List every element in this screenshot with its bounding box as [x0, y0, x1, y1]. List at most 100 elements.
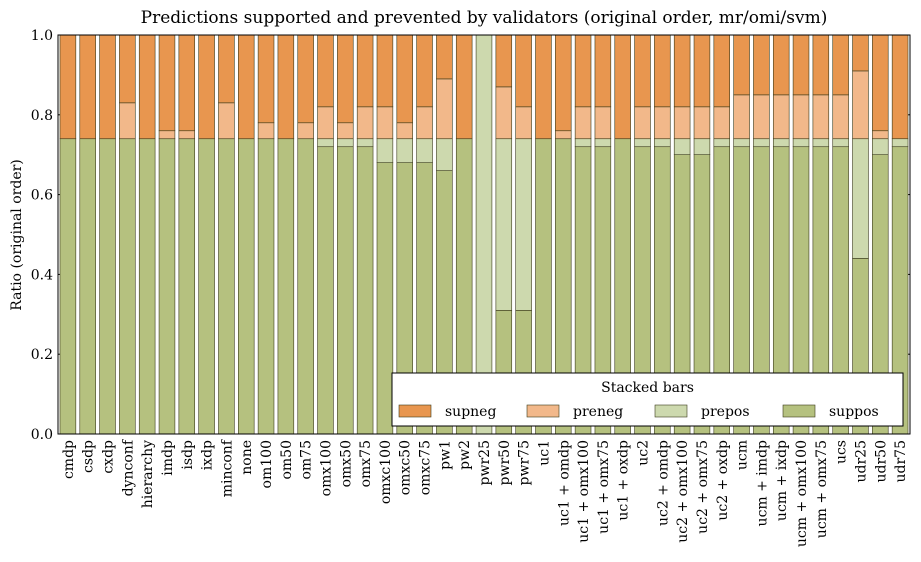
bar-segment [455, 34, 473, 140]
bar-segment [515, 138, 532, 311]
bar-segment [356, 106, 374, 140]
bar-segment [337, 146, 354, 435]
bar-segment [792, 34, 810, 96]
x-tick-label: pw1 [437, 440, 453, 470]
bar-segment [277, 34, 295, 140]
bar-segment [356, 138, 374, 148]
bar-segment [178, 130, 196, 140]
bar-segment [79, 34, 96, 140]
legend-swatch [398, 404, 432, 418]
bar-segment [812, 94, 830, 140]
bar-segment [436, 78, 453, 140]
x-tick-label: ucm + ixdp [774, 440, 790, 521]
bar-segment [574, 34, 592, 108]
bar-segment [772, 34, 790, 96]
legend-box [391, 372, 904, 427]
bar-segment [99, 34, 116, 140]
bar-segment [297, 34, 314, 124]
bar-segment [713, 106, 730, 140]
bar-segment [218, 34, 235, 104]
x-tick-label: om75 [299, 440, 315, 480]
x-tick-label: uc2 + oxdp [715, 440, 731, 521]
bar-segment [317, 138, 334, 148]
bar-segment [654, 138, 671, 148]
bar-segment [852, 138, 869, 259]
x-tick-label: om50 [279, 440, 295, 480]
bar-segment [555, 130, 572, 140]
x-tick-label: ucm + omx75 [814, 440, 830, 538]
legend-swatch [782, 404, 816, 418]
bar-segment [238, 34, 255, 140]
bar-segment [812, 138, 830, 148]
bar-segment [436, 34, 453, 80]
bar-segment [693, 138, 711, 156]
x-tick-label: ucm + omx100 [794, 440, 810, 547]
bar-segment [574, 106, 592, 140]
bar-segment [713, 138, 730, 148]
bar-segment [594, 138, 612, 148]
bar-segment [772, 94, 790, 140]
bar-segment [753, 138, 770, 148]
bar-segment [733, 34, 750, 96]
bar-segment [832, 138, 849, 148]
bar-segment [634, 138, 651, 148]
bar-segment [178, 138, 196, 435]
bar-segment [872, 138, 889, 156]
x-tick-label: uc1 + omx100 [576, 440, 592, 543]
bar-segment [515, 34, 532, 108]
bar-segment [891, 34, 909, 140]
y-tick-label: 0.8 [31, 108, 53, 124]
bar-segment [218, 102, 235, 140]
bar-segment [772, 138, 790, 148]
x-tick-label: uc2 + omx100 [675, 440, 691, 543]
legend-label: prepos [701, 404, 750, 420]
bar-segment [376, 162, 394, 435]
x-tick-label: pw2 [457, 440, 473, 470]
x-tick-label: ucm + imdp [754, 440, 770, 526]
bar-segment [654, 106, 671, 140]
legend-swatch [654, 404, 688, 418]
x-tick-label: uc1 [536, 440, 552, 466]
bar-segment [376, 34, 394, 108]
bar-segment [337, 34, 354, 124]
x-tick-label: ucs [834, 440, 850, 464]
bar-segment [555, 34, 572, 132]
bar-segment [396, 34, 413, 124]
bar-segment [673, 34, 691, 108]
bar-segment [535, 34, 552, 140]
y-tick-label: 0.2 [31, 347, 53, 363]
bar-segment [693, 106, 711, 140]
bar-segment [574, 138, 592, 148]
y-axis-label: Ratio (original order) [9, 159, 25, 311]
bar-segment [693, 34, 711, 108]
bar-segment [178, 34, 196, 132]
x-tick-label: omx50 [338, 440, 354, 487]
x-tick-label: hierarchy [140, 440, 156, 508]
bar-segment [99, 138, 116, 435]
y-tick-label: 1.0 [31, 28, 53, 44]
bar-segment [733, 138, 750, 148]
bar-segment [634, 34, 651, 108]
bar-segment [753, 94, 770, 140]
bar-segment [792, 94, 810, 140]
x-tick-label: dynconf [120, 438, 136, 496]
bar-segment [257, 34, 275, 124]
bar-segment [753, 34, 770, 96]
x-tick-label: udr25 [853, 440, 869, 483]
x-tick-label: ucm [735, 440, 751, 470]
bar-segment [416, 34, 433, 108]
bar-segment [119, 138, 136, 435]
bar-segment [673, 138, 691, 156]
bar-segment [396, 122, 413, 140]
x-tick-label: omxc75 [418, 440, 434, 495]
bar-segment [238, 138, 255, 435]
bar-segment [79, 138, 96, 435]
bar-segment [792, 138, 810, 148]
bar-segment [317, 106, 334, 140]
bar-segment [257, 122, 275, 140]
bar-segment [891, 138, 909, 148]
bar-segment [376, 138, 394, 163]
x-tick-label: omx75 [358, 440, 374, 487]
bar-segment [158, 138, 176, 435]
